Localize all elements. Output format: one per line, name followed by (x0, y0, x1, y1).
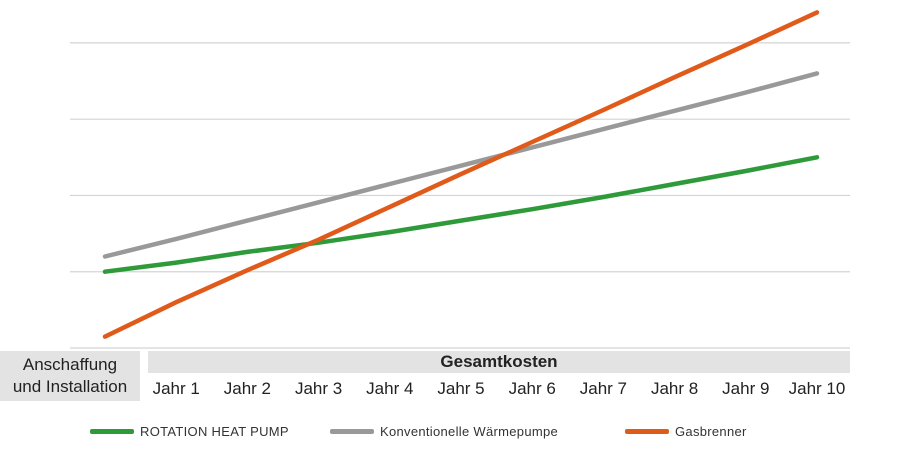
legend-label-conventional: Konventionelle Wärmepumpe (380, 423, 559, 439)
tick-label-2: Jahr 2 (223, 379, 272, 398)
legend-label-rotation: ROTATION HEAT PUMP (140, 423, 289, 439)
series-line-1 (102, 71, 820, 259)
tick-label-7: Jahr 7 (579, 379, 628, 398)
legend-swatch-gas (625, 428, 669, 434)
tick-label-10: Jahr 10 (788, 379, 846, 398)
series-line-2 (102, 10, 820, 339)
tick-label-9: Jahr 9 (722, 379, 770, 398)
legend-item-rotation: ROTATION HEAT PUMP (90, 420, 289, 442)
tick-label-3: Jahr 3 (294, 379, 343, 398)
tick-label-1: Jahr 1 (152, 379, 200, 398)
legend-label-gas: Gasbrenner (675, 423, 747, 439)
series-lines (102, 10, 820, 339)
group-header-total-costs: Gesamtkosten (148, 351, 850, 373)
tick-label-4: Jahr 4 (366, 379, 414, 398)
tick-label-5: Jahr 5 (437, 379, 485, 398)
gridlines (70, 42, 850, 349)
category-acquisition-line2: und Installation (12, 377, 128, 396)
legend-item-gas: Gasbrenner (625, 420, 747, 442)
legend: ROTATION HEAT PUMP Konventionelle Wärmep… (0, 420, 900, 442)
category-acquisition-line1: Anschaffung (22, 355, 118, 374)
series-line-0 (102, 155, 820, 274)
legend-swatch-conventional (330, 428, 374, 434)
legend-item-conventional: Konventionelle Wärmepumpe (330, 420, 558, 442)
tick-label-6: Jahr 6 (508, 379, 556, 398)
tick-label-8: Jahr 8 (650, 379, 699, 398)
legend-swatch-rotation (90, 428, 134, 434)
category-acquisition-installation: Anschaffung und Installation (0, 351, 140, 401)
